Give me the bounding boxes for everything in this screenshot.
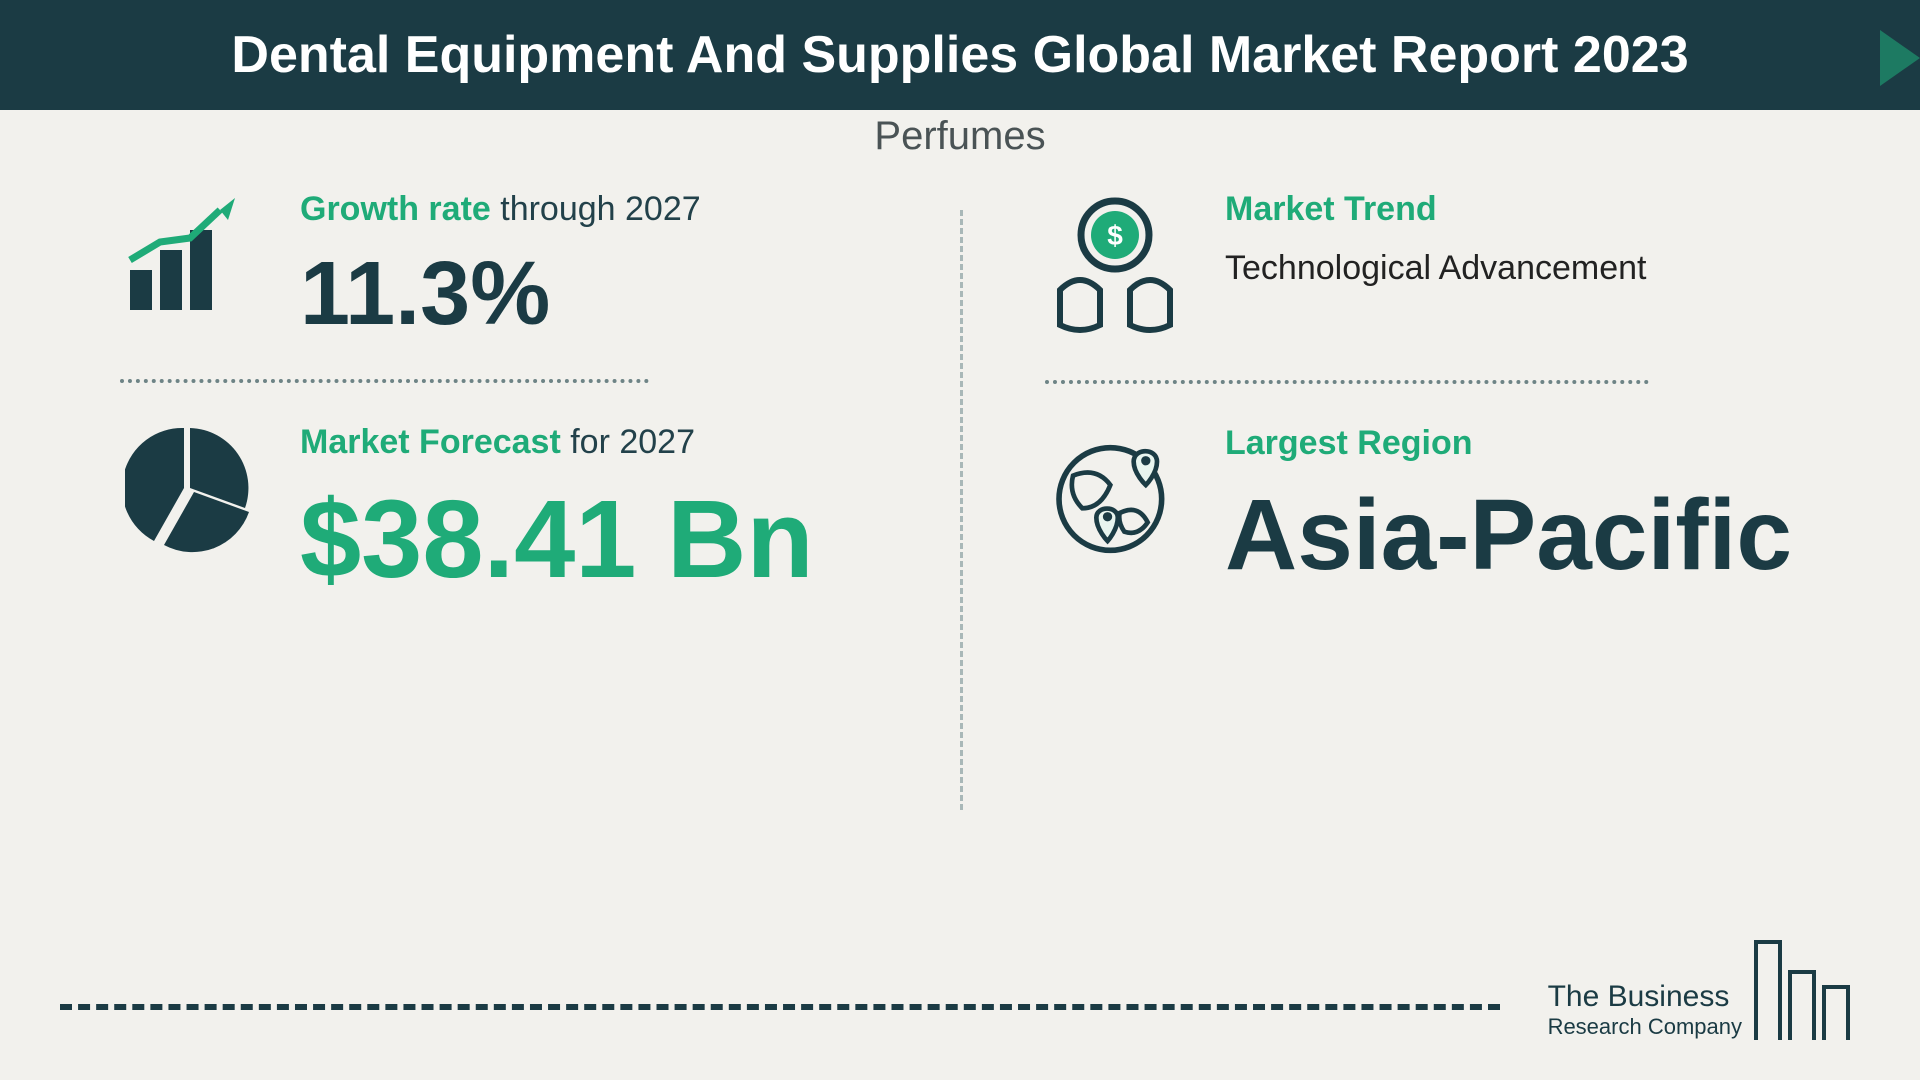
trend-value: Technological Advancement [1225, 249, 1800, 288]
logo-bars-icon [1754, 940, 1850, 1040]
growth-value: 11.3% [300, 249, 875, 339]
right-dot-divider [1045, 380, 1649, 384]
header-bar: Dental Equipment And Supplies Global Mar… [0, 0, 1920, 110]
logo-line2: Research Company [1548, 1014, 1742, 1040]
content-grid: Growth rate through 2027 11.3% Market Fo… [0, 170, 1920, 930]
left-column: Growth rate through 2027 11.3% Market Fo… [0, 170, 945, 930]
growth-chart-icon [120, 190, 260, 320]
region-value: Asia-Pacific [1225, 483, 1800, 588]
region-block: Largest Region Asia-Pacific [1045, 424, 1800, 588]
header-arrow-icon [1880, 30, 1920, 86]
company-logo: The Business Research Company [1548, 940, 1850, 1040]
page-title: Dental Equipment And Supplies Global Mar… [231, 25, 1688, 85]
region-label: Largest Region [1225, 424, 1800, 463]
trend-label-accent: Market Trend [1225, 190, 1437, 228]
logo-line1: The Business [1548, 980, 1742, 1014]
growth-label: Growth rate through 2027 [300, 190, 875, 229]
bottom-dash-divider [60, 1004, 1500, 1010]
pie-chart-icon [120, 423, 260, 553]
forecast-block: Market Forecast for 2027 $38.41 Bn [120, 423, 875, 598]
forecast-label-accent: Market Forecast [300, 423, 561, 461]
growth-block: Growth rate through 2027 11.3% [120, 190, 875, 339]
forecast-label: Market Forecast for 2027 [300, 423, 875, 462]
globe-pin-icon [1045, 424, 1185, 574]
growth-label-accent: Growth rate [300, 190, 491, 228]
left-dot-divider [120, 379, 649, 383]
growth-label-muted: through 2027 [491, 190, 701, 228]
hands-money-icon: $ [1045, 190, 1185, 340]
logo-text: The Business Research Company [1548, 980, 1742, 1040]
forecast-label-muted: for 2027 [561, 423, 695, 461]
header-subtitle: Perfumes [0, 114, 1920, 159]
svg-text:$: $ [1107, 220, 1123, 251]
trend-block: $ Market Trend Technological Advancement [1045, 190, 1800, 340]
region-label-accent: Largest Region [1225, 424, 1472, 462]
trend-label: Market Trend [1225, 190, 1800, 229]
forecast-value: $38.41 Bn [300, 482, 875, 598]
right-column: $ Market Trend Technological Advancement [945, 170, 1920, 930]
